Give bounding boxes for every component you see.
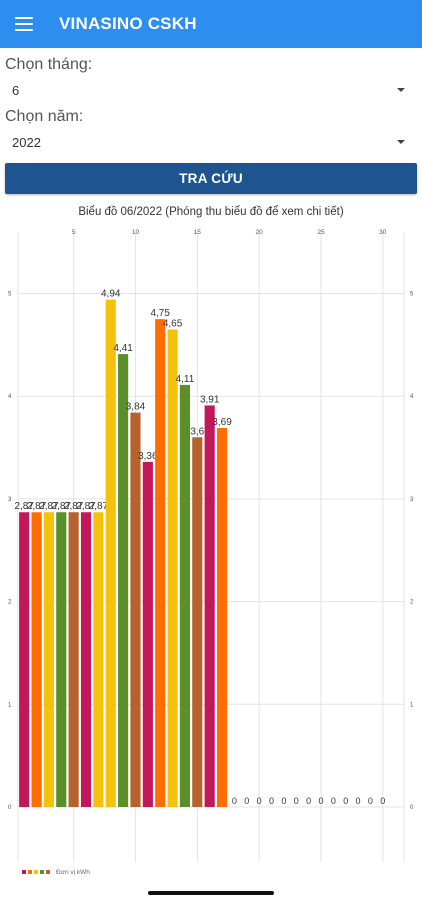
- bar-day-3: [43, 512, 54, 807]
- bar-day-6: [80, 512, 92, 807]
- x-tick-label: 10: [132, 229, 140, 236]
- search-button[interactable]: TRA CỨU: [5, 163, 417, 194]
- data-label-day-25: 0: [318, 796, 323, 806]
- dropdown-caret-icon: [397, 140, 405, 144]
- legend-swatch: [46, 870, 50, 874]
- data-label-day-12: 4,75: [150, 308, 170, 319]
- bar-day-11: [142, 461, 153, 807]
- data-label-day-24: 0: [306, 796, 311, 806]
- data-label-day-21: 0: [269, 796, 274, 806]
- data-label-day-23: 0: [294, 796, 299, 806]
- legend-swatch: [28, 870, 32, 874]
- chart-legend: Đơn vị kWh: [22, 869, 90, 876]
- bar-day-14: [179, 384, 191, 807]
- dropdown-caret-icon: [397, 88, 405, 92]
- app-title: VINASINO CSKH: [59, 14, 197, 33]
- year-select[interactable]: 2022: [5, 130, 417, 154]
- x-tick-label: 15: [194, 229, 202, 236]
- y-tick-label-right: 5: [410, 291, 414, 297]
- x-tick-label: 5: [72, 229, 76, 236]
- bar-chart[interactable]: 0 01 12 23 34 45 55 10 15 20 25 302,872,872,872,872…: [0, 222, 422, 862]
- bar-day-16: [204, 405, 215, 807]
- data-label-day-2: 2,87: [27, 501, 47, 512]
- bar-day-13: [167, 329, 178, 807]
- menu-icon[interactable]: [15, 17, 33, 31]
- chart-title: Biểu đồ 06/2022 (Phóng thu biểu đồ để xe…: [78, 206, 344, 218]
- bar-day-5: [68, 512, 79, 807]
- year-value: 2022: [12, 135, 41, 150]
- data-label-day-1: 2,87: [14, 501, 34, 512]
- data-label-day-3: 2,87: [39, 501, 59, 512]
- data-label-day-17: 3,69: [212, 417, 232, 428]
- data-label-day-7: 2,87: [89, 501, 109, 512]
- data-label-day-13: 4,65: [163, 318, 183, 329]
- y-tick-label-right: 3: [410, 497, 414, 503]
- y-tick-label-left: 1: [8, 702, 12, 708]
- bar-day-12: [155, 319, 166, 807]
- data-label-day-4: 2,87: [52, 501, 72, 512]
- data-label-day-14: 4,11: [176, 374, 195, 385]
- x-tick-label: 25: [317, 229, 325, 236]
- app-bar: VINASINO CSKH: [0, 0, 422, 48]
- y-tick-label-right: 1: [410, 702, 414, 708]
- legend-swatch: [34, 870, 38, 874]
- y-tick-label-right: 0: [410, 805, 414, 811]
- data-label-day-9: 4,41: [113, 343, 133, 354]
- bar-day-2: [31, 512, 42, 807]
- data-label-day-22: 0: [281, 796, 286, 806]
- bar-day-10: [130, 412, 141, 807]
- y-tick-label-left: 4: [8, 394, 12, 400]
- home-indicator: [148, 891, 274, 895]
- data-label-day-11: 3,36: [138, 451, 158, 462]
- data-label-day-28: 0: [356, 796, 361, 806]
- bar-day-15: [192, 437, 203, 807]
- legend-swatch: [22, 870, 26, 874]
- data-label-day-20: 0: [257, 796, 262, 806]
- month-select[interactable]: 6: [5, 78, 417, 102]
- data-label-day-6: 2,87: [76, 501, 96, 512]
- bar-day-17: [216, 428, 228, 807]
- bar-day-4: [56, 512, 67, 807]
- data-label-day-27: 0: [343, 796, 348, 806]
- data-label-day-8: 4,94: [101, 289, 121, 300]
- data-label-day-26: 0: [331, 796, 336, 806]
- data-label-day-10: 3,84: [126, 402, 146, 413]
- y-tick-label-left: 5: [8, 291, 12, 297]
- x-tick-label: 20: [256, 229, 264, 236]
- legend-swatches: [22, 869, 52, 876]
- bar-day-9: [118, 354, 129, 807]
- y-tick-label-left: 2: [8, 600, 12, 606]
- data-label-day-16: 3,91: [200, 394, 220, 405]
- month-label: Chọn tháng:: [5, 56, 93, 73]
- data-label-day-5: 2,87: [64, 501, 84, 512]
- y-tick-label-right: 2: [410, 600, 414, 606]
- legend-label: Đơn vị kWh: [56, 869, 90, 876]
- data-label-day-30: 0: [380, 796, 385, 806]
- data-label-day-15: 3,6: [190, 426, 204, 437]
- y-tick-label-left: 3: [8, 497, 12, 503]
- year-label: Chọn năm:: [5, 108, 84, 125]
- data-label-day-19: 0: [244, 796, 249, 806]
- y-tick-label-right: 4: [410, 394, 414, 400]
- bar-day-8: [105, 299, 116, 807]
- bar-day-7: [93, 512, 104, 807]
- month-value: 6: [12, 83, 20, 98]
- data-label-day-29: 0: [368, 796, 373, 806]
- x-tick-label: 30: [379, 229, 387, 236]
- data-label-day-18: 0: [232, 796, 237, 806]
- bar-day-1: [19, 512, 30, 807]
- legend-swatch: [40, 870, 44, 874]
- y-tick-label-left: 0: [8, 805, 12, 811]
